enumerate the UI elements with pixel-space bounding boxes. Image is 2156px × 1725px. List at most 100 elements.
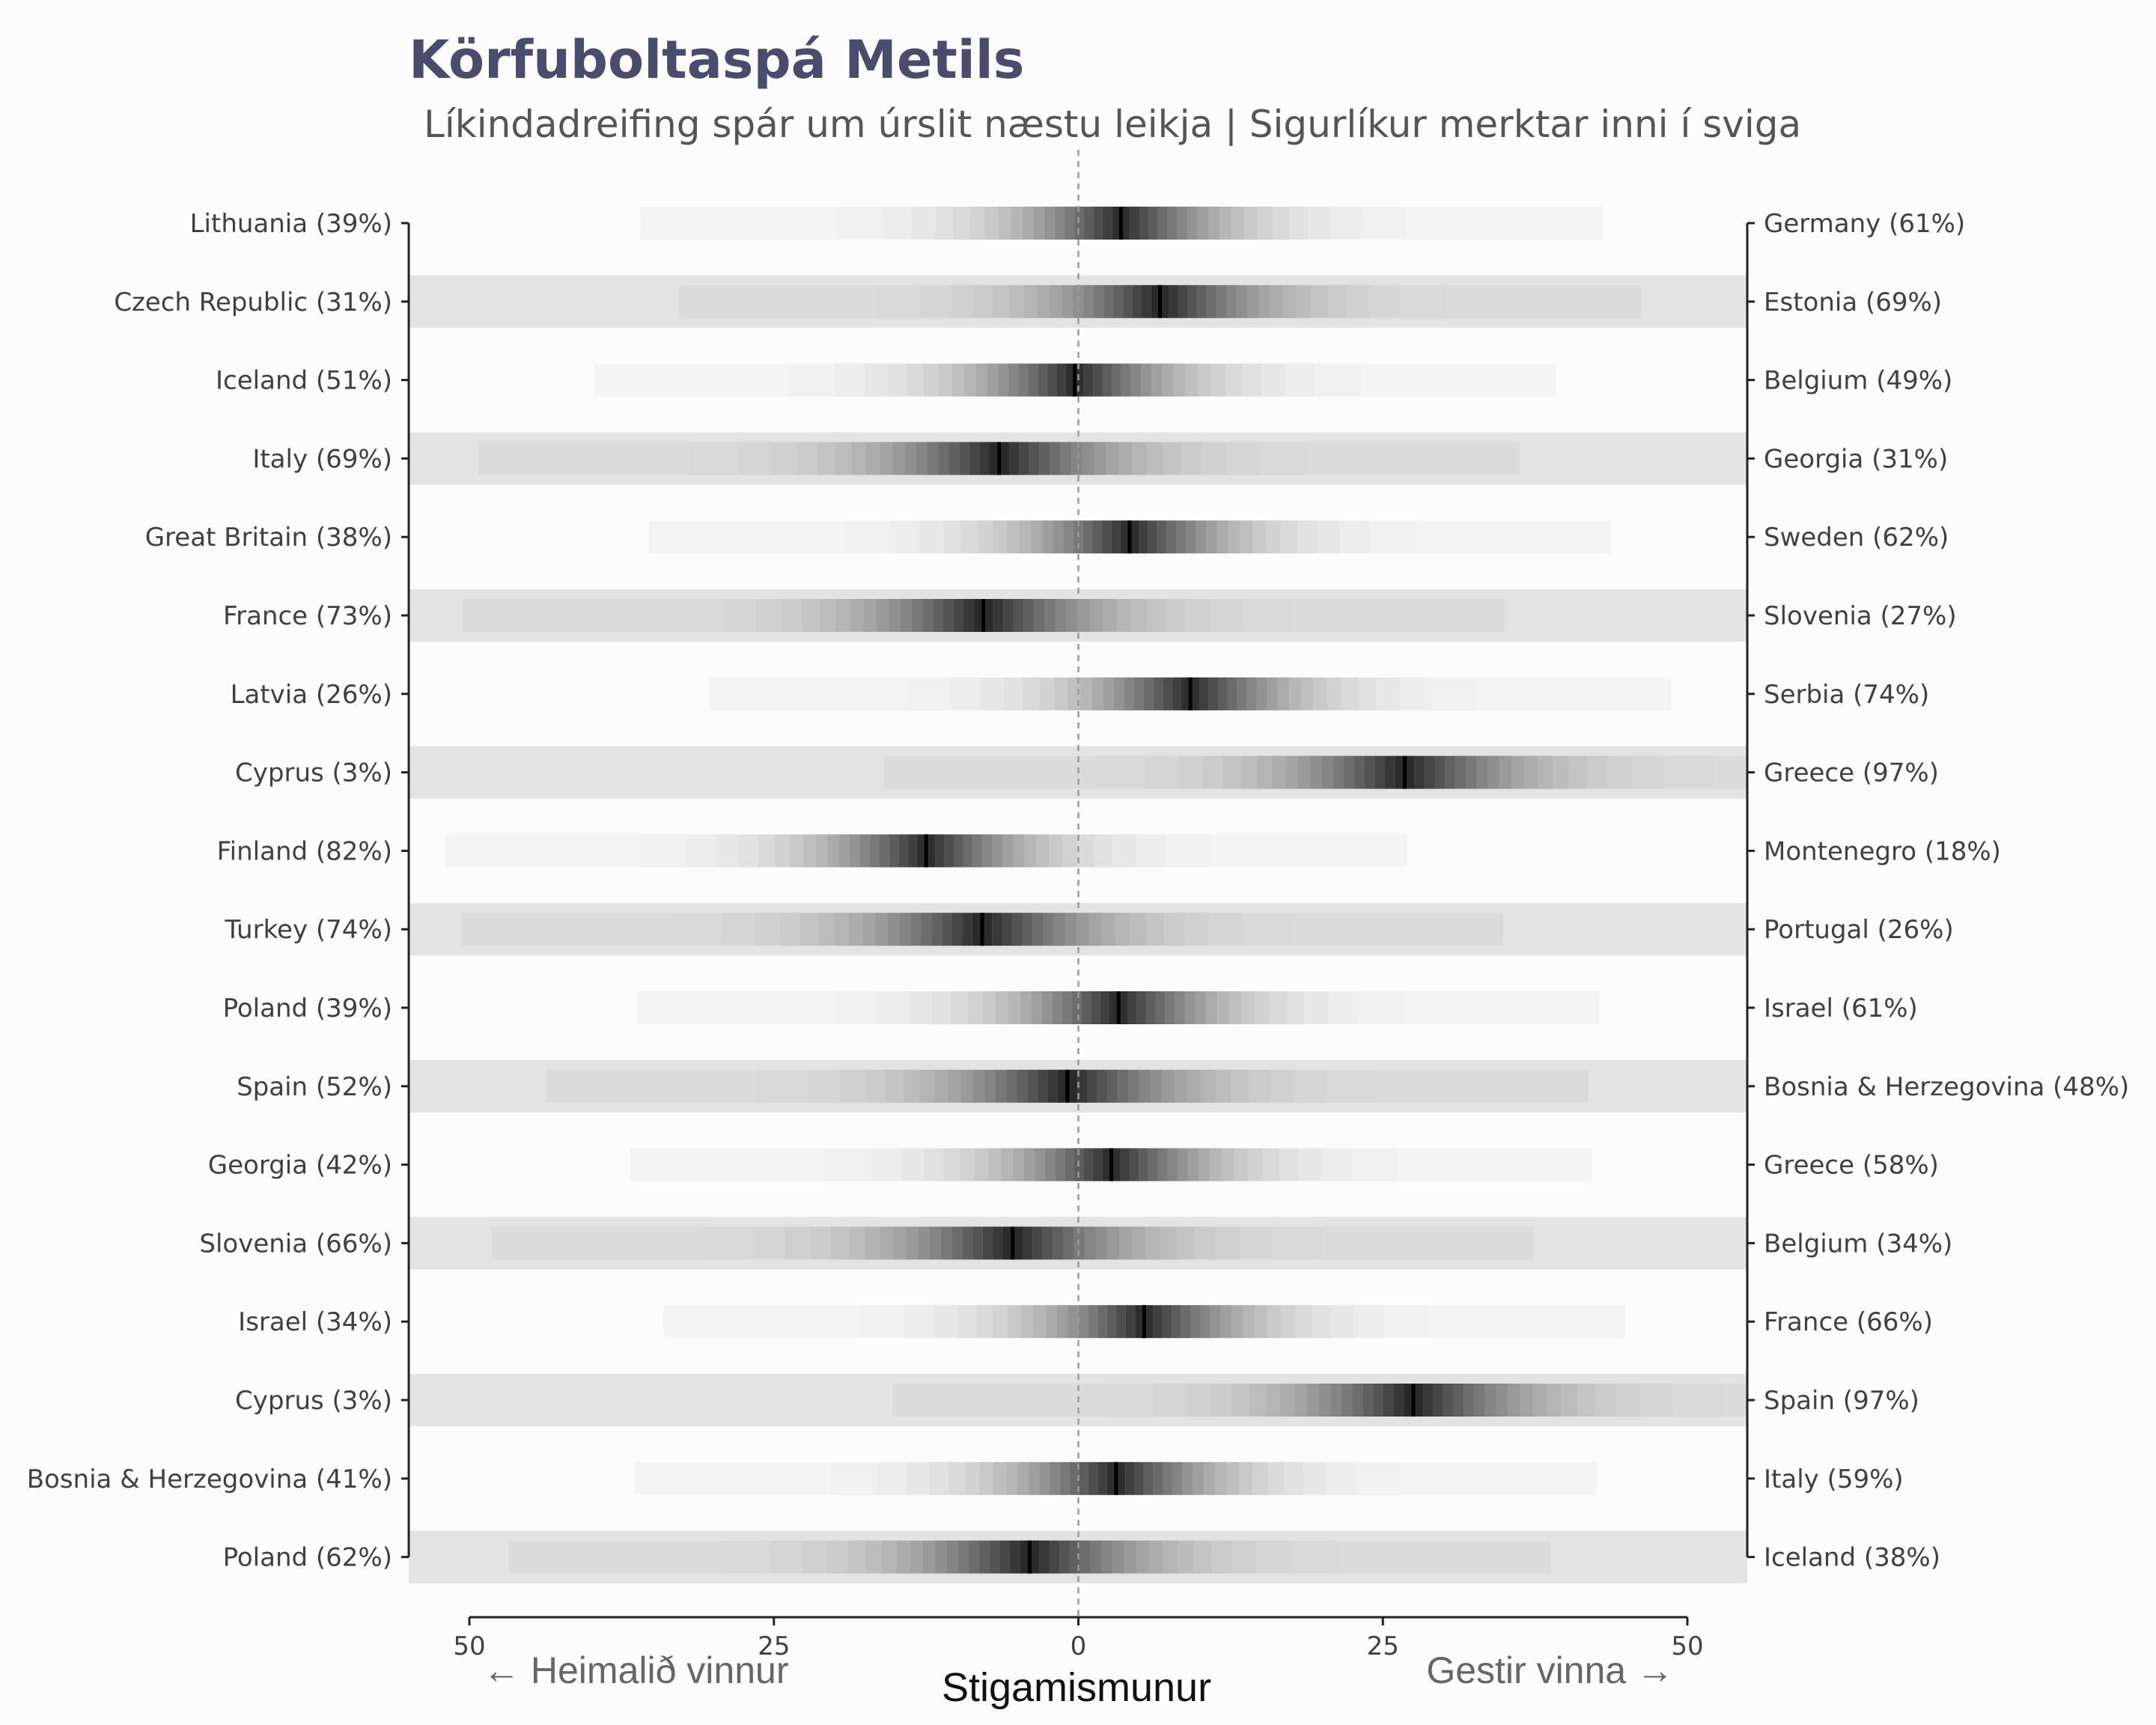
distribution-cell xyxy=(950,991,968,1024)
distribution-cell xyxy=(1384,755,1395,789)
distribution-cell xyxy=(1019,520,1032,554)
distribution-cell xyxy=(904,442,916,475)
distribution-cell xyxy=(710,678,905,711)
distribution-cell xyxy=(1121,207,1130,240)
distribution-cell xyxy=(1234,1148,1248,1181)
distribution-cell xyxy=(1257,755,1272,789)
distribution-cell xyxy=(1326,1461,1356,1495)
distribution-cell xyxy=(1297,520,1317,554)
distribution-cell xyxy=(1139,1069,1151,1103)
distribution-cell xyxy=(1148,1148,1158,1181)
distribution-cell xyxy=(1607,755,1633,789)
distribution-cell xyxy=(992,285,1009,318)
away-team-label: Belgium (34%) xyxy=(1764,1229,1952,1259)
distribution-cell xyxy=(904,1305,934,1339)
distribution-cell xyxy=(869,834,880,868)
distribution-cell xyxy=(1445,755,1455,789)
distribution-cell xyxy=(1094,834,1113,868)
distribution-cell xyxy=(1186,599,1211,632)
distribution-cell xyxy=(1132,285,1142,318)
distribution-cell xyxy=(827,834,839,868)
distribution-cell xyxy=(1008,991,1020,1024)
distribution-cell xyxy=(1216,285,1227,318)
distribution-cell xyxy=(1002,1226,1013,1260)
distribution-cell xyxy=(1029,1461,1040,1495)
distribution-cell xyxy=(934,207,954,240)
distribution-cell xyxy=(1241,913,1291,946)
distribution-cell xyxy=(1166,834,1212,868)
distribution-cell xyxy=(950,285,973,318)
distribution-cell xyxy=(1153,1305,1163,1339)
away-team-label: Germany (61%) xyxy=(1764,209,1965,239)
distribution-cell xyxy=(951,1226,963,1260)
distribution-cell xyxy=(1226,285,1237,318)
distribution-cell xyxy=(1071,442,1082,475)
distribution-cell xyxy=(1112,1540,1124,1574)
distribution-cell xyxy=(960,1069,973,1103)
distribution-cell xyxy=(918,1226,930,1260)
distribution-cell xyxy=(1120,520,1130,554)
distribution-cell xyxy=(1132,1226,1146,1260)
distribution-cell xyxy=(916,834,927,868)
distribution-cell xyxy=(1155,991,1166,1024)
distribution-cell xyxy=(1153,1384,1187,1417)
distribution-cell xyxy=(1474,1384,1485,1417)
distribution-cell xyxy=(739,442,772,475)
distribution-cell xyxy=(1202,442,1227,475)
distribution-cell xyxy=(1130,207,1139,240)
distribution-cell xyxy=(935,834,945,868)
distribution-cell xyxy=(635,1462,830,1495)
distribution-cell xyxy=(1167,207,1178,240)
distribution-cell xyxy=(1215,1226,1240,1260)
distribution-cell xyxy=(1065,1148,1075,1181)
distribution-cell xyxy=(1069,1461,1079,1495)
distribution-cell xyxy=(1443,1384,1454,1417)
distribution-cell xyxy=(972,1226,983,1260)
distribution-cell xyxy=(1184,913,1210,946)
distribution-cell xyxy=(1632,755,1665,789)
distribution-cell xyxy=(1151,285,1160,318)
distribution-cell xyxy=(992,913,1002,946)
distribution-cell xyxy=(1134,1461,1144,1495)
distribution-cell xyxy=(1101,1540,1113,1574)
distribution-cell xyxy=(1077,1069,1088,1103)
distribution-cell xyxy=(1035,1148,1045,1181)
distribution-cell xyxy=(923,363,939,397)
distribution-cell xyxy=(1282,285,1297,318)
distribution-cell xyxy=(830,1461,877,1495)
distribution-cell xyxy=(1019,442,1029,475)
distribution-cell xyxy=(976,363,988,397)
distribution-cell xyxy=(1145,755,1178,789)
distribution-cell xyxy=(1044,599,1056,632)
distribution-cell xyxy=(1107,1069,1118,1103)
distribution-cell xyxy=(674,599,724,632)
distribution-cell xyxy=(1487,755,1499,789)
distribution-cell xyxy=(1228,991,1242,1024)
distribution-cell xyxy=(1496,1384,1508,1417)
distribution-cell xyxy=(865,1226,880,1260)
distribution-cell xyxy=(1124,1540,1136,1574)
distribution-cell xyxy=(1013,599,1024,632)
distribution-cell xyxy=(989,1540,1000,1574)
distribution-cell xyxy=(1395,755,1405,789)
distribution-cell xyxy=(1577,1384,1595,1417)
distribution-cell xyxy=(907,363,924,397)
distribution-cell xyxy=(1043,913,1054,946)
away-team-label: Serbia (74%) xyxy=(1764,680,1929,710)
distribution-cell xyxy=(1358,991,1404,1024)
distribution-cell xyxy=(919,520,943,554)
distribution-cell xyxy=(1031,991,1042,1024)
distribution-cell xyxy=(1190,677,1200,711)
distribution-cell xyxy=(1160,1226,1177,1260)
distribution-cell xyxy=(1208,207,1219,240)
distribution-cell xyxy=(951,363,965,397)
home-team-label: France (73%) xyxy=(223,601,392,631)
distribution-cell xyxy=(864,599,877,632)
distribution-cell xyxy=(1255,991,1270,1024)
distribution-cell xyxy=(1310,755,1322,789)
distribution-cell xyxy=(1312,1305,1332,1339)
distribution-cell xyxy=(1247,1148,1263,1181)
distribution-cell xyxy=(1169,285,1179,318)
distribution-cell xyxy=(834,913,850,946)
distribution-cell xyxy=(1125,1305,1136,1339)
